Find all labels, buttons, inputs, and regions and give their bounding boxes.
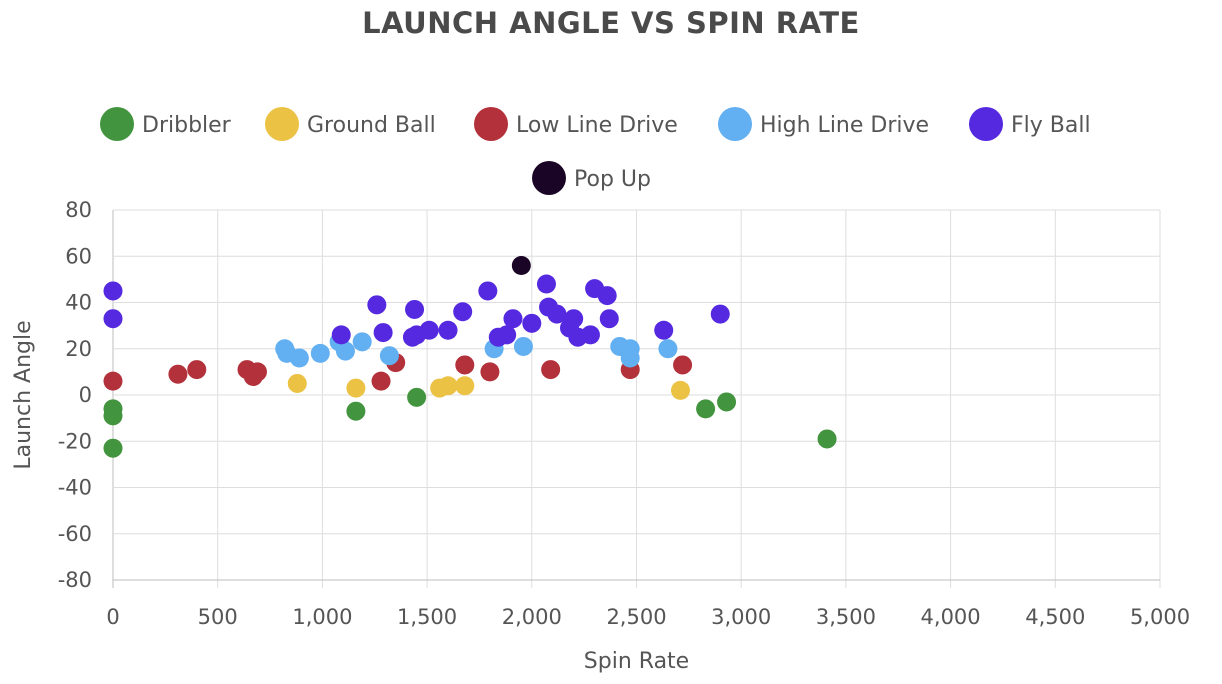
y-tick-label: -80	[58, 568, 92, 592]
data-point-high-line-drive[interactable]	[513, 336, 533, 356]
legend-label: Dribbler	[142, 113, 232, 138]
x-tick-label: 4,000	[921, 605, 981, 629]
data-point-fly-ball[interactable]	[331, 325, 351, 345]
data-point-dribbler[interactable]	[103, 406, 123, 426]
data-point-low-line-drive[interactable]	[371, 371, 391, 391]
x-tick-label: 2,500	[606, 605, 666, 629]
y-tick-label: 0	[79, 383, 92, 407]
y-axis-title: Launch Angle	[11, 320, 36, 469]
data-point-fly-ball[interactable]	[503, 309, 523, 329]
legend-item[interactable]: Pop Up	[532, 161, 651, 195]
x-tick-label: 3,500	[816, 605, 876, 629]
data-point-fly-ball[interactable]	[536, 274, 556, 294]
data-point-high-line-drive[interactable]	[335, 341, 355, 361]
data-point-fly-ball[interactable]	[580, 325, 600, 345]
legend-swatch	[718, 107, 752, 141]
data-point-low-line-drive[interactable]	[168, 364, 188, 384]
data-point-ground-ball[interactable]	[346, 378, 366, 398]
legend: Dribbler Ground Ball Low Line Drive High Li…	[100, 107, 1091, 195]
x-tick-label: 0	[106, 605, 119, 629]
legend-label: Ground Ball	[307, 113, 436, 138]
legend-swatch	[474, 107, 508, 141]
data-point-ground-ball[interactable]	[670, 380, 690, 400]
axes: Spin Rate Launch Angle	[11, 320, 689, 674]
data-point-fly-ball[interactable]	[419, 320, 439, 340]
y-tick-label: 20	[65, 337, 92, 361]
data-point-ground-ball[interactable]	[287, 373, 307, 393]
data-point-dribbler[interactable]	[817, 429, 837, 449]
legend-item[interactable]: Dribbler	[100, 107, 232, 141]
y-tick-label: -40	[58, 476, 92, 500]
x-tick-label: 1,000	[292, 605, 352, 629]
data-point-fly-ball[interactable]	[438, 320, 458, 340]
data-point-fly-ball[interactable]	[103, 281, 123, 301]
data-point-low-line-drive[interactable]	[103, 371, 123, 391]
legend-label: Pop Up	[574, 167, 651, 192]
y-tick-label: 60	[65, 244, 92, 268]
x-tick-label: 500	[198, 605, 238, 629]
data-point-fly-ball[interactable]	[453, 302, 473, 322]
data-point-fly-ball[interactable]	[710, 304, 730, 324]
data-point-pop-up[interactable]	[511, 256, 531, 275]
data-point-fly-ball[interactable]	[597, 286, 617, 306]
legend-item[interactable]: Fly Ball	[969, 107, 1091, 141]
data-point-low-line-drive[interactable]	[673, 355, 693, 375]
data-point-fly-ball[interactable]	[497, 325, 517, 345]
legend-swatch	[532, 161, 566, 195]
data-point-low-line-drive[interactable]	[455, 355, 475, 375]
legend-item[interactable]: High Line Drive	[718, 107, 929, 141]
y-tick-label: 80	[65, 198, 92, 222]
data-point-high-line-drive[interactable]	[310, 343, 330, 363]
legend-swatch	[100, 107, 134, 141]
x-tick-label: 1,500	[397, 605, 457, 629]
data-point-high-line-drive[interactable]	[620, 348, 640, 368]
data-point-dribbler[interactable]	[696, 399, 716, 419]
x-tick-label: 2,000	[502, 605, 562, 629]
data-point-fly-ball[interactable]	[478, 281, 498, 301]
data-point-fly-ball[interactable]	[367, 295, 387, 315]
data-point-fly-ball[interactable]	[564, 309, 584, 329]
y-tick-label: -60	[58, 522, 92, 546]
data-point-high-line-drive[interactable]	[289, 348, 309, 368]
data-point-dribbler[interactable]	[717, 392, 737, 412]
grid: 0 500 1,000 1,500 2,000 2,500 3,000 3,500 4,000 4…	[58, 198, 1190, 629]
data-point-fly-ball[interactable]	[599, 309, 619, 329]
data-point-fly-ball[interactable]	[373, 323, 393, 343]
y-tick-label: 40	[65, 291, 92, 315]
data-point-ground-ball[interactable]	[455, 376, 475, 396]
data-point-low-line-drive[interactable]	[187, 360, 207, 380]
legend-label: Low Line Drive	[516, 113, 678, 138]
legend-label: High Line Drive	[760, 113, 929, 138]
data-point-dribbler[interactable]	[346, 401, 366, 421]
legend-swatch	[969, 107, 1003, 141]
data-point-high-line-drive[interactable]	[379, 346, 399, 366]
x-tick-label: 4,500	[1025, 605, 1085, 629]
data-point-low-line-drive[interactable]	[480, 362, 500, 382]
data-point-low-line-drive[interactable]	[541, 360, 561, 380]
data-point-fly-ball[interactable]	[103, 309, 123, 329]
x-axis-title: Spin Rate	[584, 649, 689, 674]
data-points	[103, 256, 837, 458]
data-point-ground-ball[interactable]	[438, 376, 458, 396]
data-point-fly-ball[interactable]	[547, 304, 567, 324]
legend-swatch	[265, 107, 299, 141]
data-point-fly-ball[interactable]	[522, 313, 542, 333]
data-point-low-line-drive[interactable]	[247, 362, 267, 382]
legend-label: Fly Ball	[1011, 113, 1091, 138]
data-point-high-line-drive[interactable]	[352, 332, 372, 352]
chart-title: LAUNCH ANGLE VS SPIN RATE	[362, 6, 860, 40]
data-point-dribbler[interactable]	[407, 387, 427, 407]
x-tick-label: 5,000	[1130, 605, 1190, 629]
x-tick-label: 3,000	[711, 605, 771, 629]
y-tick-label: -20	[58, 429, 92, 453]
data-point-fly-ball[interactable]	[654, 320, 674, 340]
data-point-fly-ball[interactable]	[405, 299, 425, 319]
legend-item[interactable]: Ground Ball	[265, 107, 436, 141]
data-point-dribbler[interactable]	[103, 438, 123, 458]
legend-item[interactable]: Low Line Drive	[474, 107, 678, 141]
data-point-high-line-drive[interactable]	[658, 339, 678, 359]
